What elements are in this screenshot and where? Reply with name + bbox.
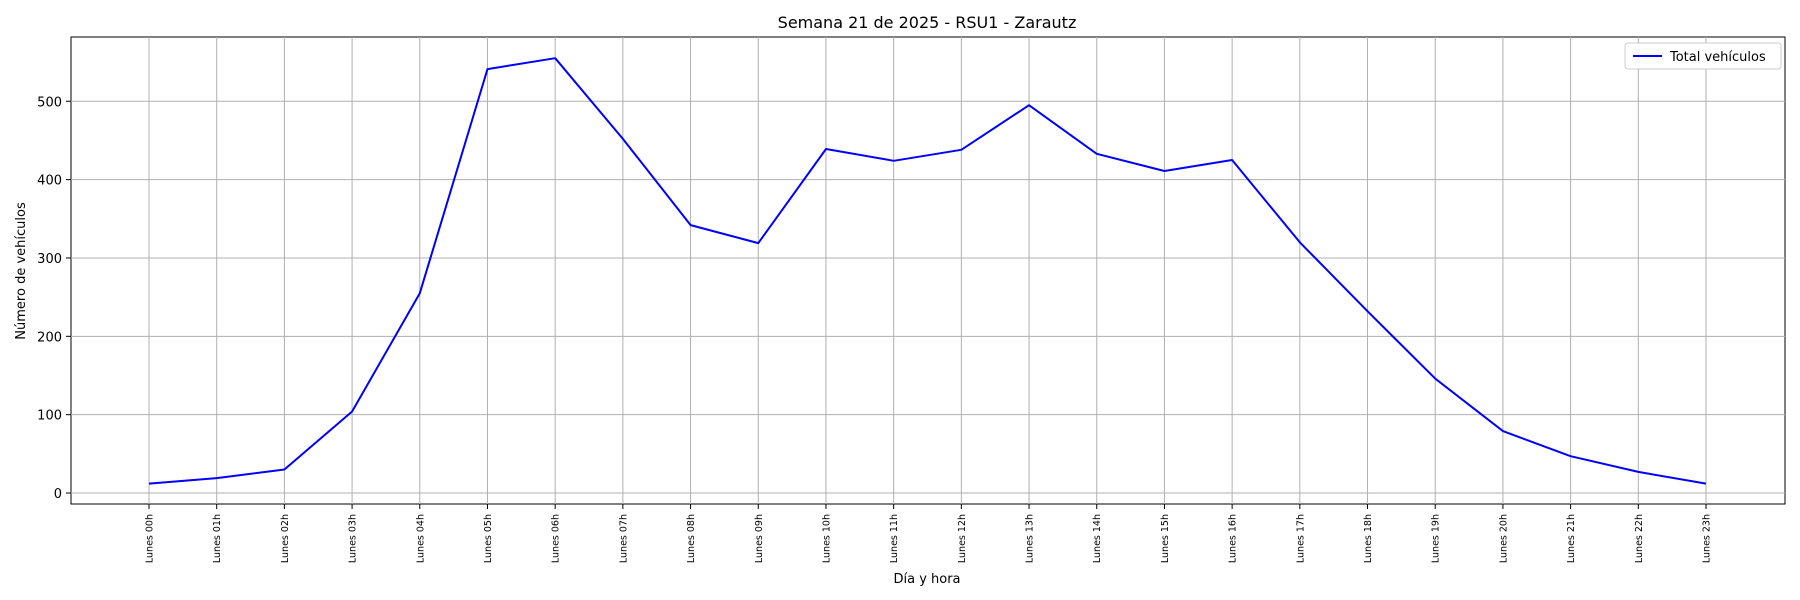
- x-tick-label: Lunes 17h: [1295, 514, 1306, 563]
- series-lines: [148, 57, 1707, 485]
- x-tick-label: Lunes 15h: [1160, 514, 1171, 563]
- x-tick-label: Lunes 18h: [1363, 514, 1374, 563]
- x-tick-label: Lunes 13h: [1025, 514, 1036, 563]
- x-tick-label: Lunes 22h: [1634, 514, 1645, 563]
- x-tick-label: Lunes 03h: [348, 514, 359, 563]
- x-tick-label: Lunes 12h: [957, 514, 968, 563]
- x-tick-label: Lunes 06h: [551, 514, 562, 563]
- y-tick-label: 500: [37, 95, 62, 110]
- y-axis-ticks: 0 100 200 300 400 500: [37, 95, 71, 502]
- x-axis-label: Día y hora: [893, 572, 960, 587]
- legend-label: Total vehículos: [1669, 50, 1766, 65]
- y-tick-label: 200: [37, 330, 62, 345]
- x-tick-label: Lunes 10h: [821, 514, 832, 563]
- legend: Total vehículos: [1624, 42, 1782, 70]
- x-tick-label: Lunes 20h: [1498, 514, 1509, 563]
- y-axis-label: Número de vehículos: [14, 202, 29, 340]
- x-tick-label: Lunes 16h: [1228, 514, 1239, 563]
- x-tick-label: Lunes 04h: [415, 514, 426, 563]
- x-tick-label: Lunes 00h: [145, 514, 156, 563]
- grid: [71, 37, 1785, 504]
- x-tick-label: Lunes 19h: [1431, 514, 1442, 563]
- series-line: [148, 57, 1707, 485]
- x-tick-label: Lunes 02h: [280, 514, 291, 563]
- x-tick-label: Lunes 01h: [212, 514, 223, 563]
- x-tick-label: Lunes 14h: [1092, 514, 1103, 563]
- x-tick-label: Lunes 09h: [754, 514, 765, 563]
- chart-title: Semana 21 de 2025 - RSU1 - Zarautz: [778, 13, 1077, 32]
- y-tick-label: 300: [37, 252, 62, 267]
- x-tick-label: Lunes 08h: [686, 514, 697, 563]
- x-tick-label: Lunes 21h: [1566, 514, 1577, 563]
- x-tick-label: Lunes 11h: [889, 514, 900, 563]
- x-tick-label: Lunes 23h: [1702, 514, 1713, 563]
- y-tick-label: 100: [37, 409, 62, 424]
- y-tick-label: 400: [37, 174, 62, 189]
- legend-box: [1624, 42, 1782, 70]
- x-tick-label: Lunes 05h: [483, 514, 494, 563]
- y-tick-label: 0: [54, 487, 62, 502]
- x-tick-label: Lunes 07h: [618, 514, 629, 563]
- plot-area: [70, 36, 1786, 505]
- x-axis-ticks: Lunes 00h Lunes 01h Lunes 02h Lunes 03h Lune…: [145, 504, 1713, 563]
